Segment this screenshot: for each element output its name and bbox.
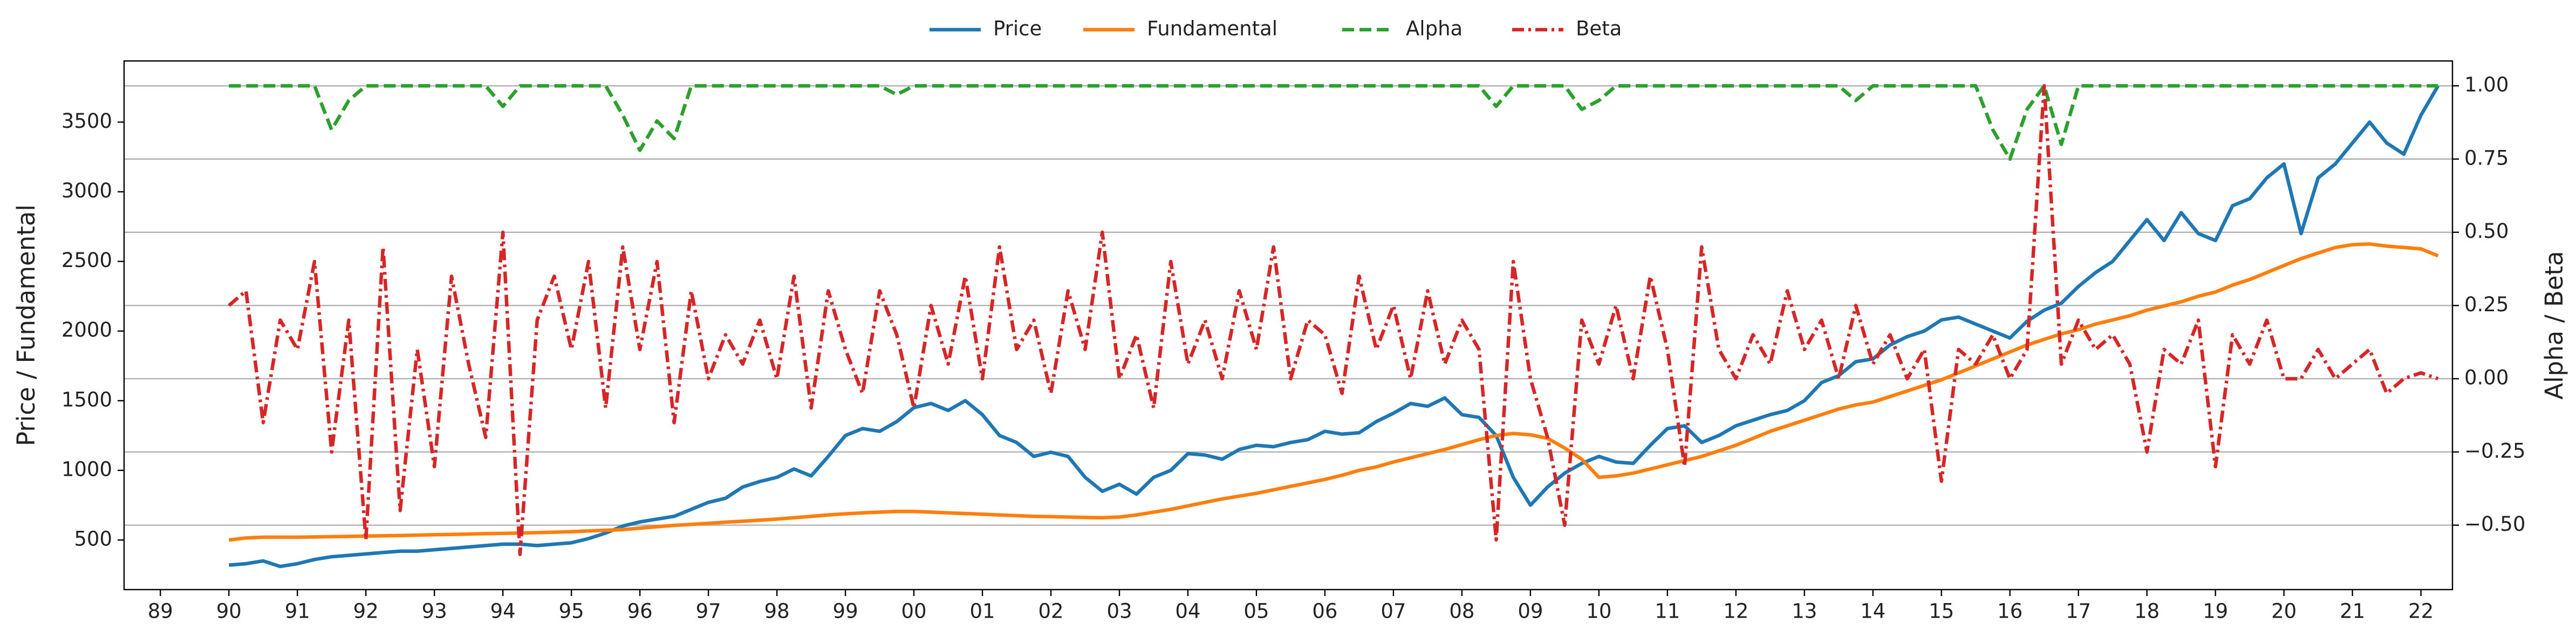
x-tick-label: 97 xyxy=(696,600,721,623)
x-tick-label: 19 xyxy=(2203,600,2228,623)
x-tick-label: 92 xyxy=(353,600,379,623)
x-tick-label: 13 xyxy=(1792,600,1817,623)
y-tick-label: 500 xyxy=(74,528,112,551)
y-tick-label: 1500 xyxy=(62,388,112,411)
y-tick-label: 2000 xyxy=(62,318,112,341)
x-tick-label: 08 xyxy=(1449,600,1474,623)
series-line xyxy=(228,242,2439,542)
series-line xyxy=(228,84,2439,557)
x-tick-label: 12 xyxy=(1723,600,1748,623)
x-tick-label: 05 xyxy=(1243,600,1269,623)
x-tick-label: 07 xyxy=(1381,600,1406,623)
y2-tick-label: 0.25 xyxy=(2464,293,2509,316)
y2-tick-label: 0.50 xyxy=(2464,220,2509,243)
x-tick-label: 17 xyxy=(2066,600,2091,623)
series-line xyxy=(229,85,2440,569)
legend-label: Price xyxy=(993,17,1042,40)
y2-axis-label: Alpha / Beta xyxy=(2540,251,2568,400)
x-tick-label: 96 xyxy=(627,600,653,623)
x-tick-label: 18 xyxy=(2134,600,2160,623)
x-tick-label: 99 xyxy=(833,600,858,623)
y-tick-label: 1000 xyxy=(62,457,112,481)
x-tick-label: 93 xyxy=(422,600,447,623)
y2-tick-label: 0.00 xyxy=(2464,366,2509,389)
y-axis-label: Price / Fundamental xyxy=(12,204,40,446)
legend-label: Beta xyxy=(1576,17,1622,40)
x-tick-label: 09 xyxy=(1518,600,1543,623)
legend-label: Fundamental xyxy=(1147,17,1277,40)
x-tick-label: 94 xyxy=(490,600,516,623)
x-tick-label: 21 xyxy=(2340,600,2365,623)
x-tick-label: 02 xyxy=(1038,600,1063,623)
x-tick-label: 20 xyxy=(2271,600,2297,623)
x-tick-label: 16 xyxy=(1997,600,2022,623)
x-tick-label: 22 xyxy=(2408,600,2434,623)
y2-tick-label: 0.75 xyxy=(2464,146,2509,169)
x-tick-label: 15 xyxy=(1929,600,1954,623)
legend-label: Alpha xyxy=(1406,17,1463,40)
x-tick-label: 00 xyxy=(901,600,927,623)
plot-frame xyxy=(123,60,2454,591)
y2-tick-label: 1.00 xyxy=(2464,73,2509,97)
x-tick-label: 03 xyxy=(1106,600,1132,623)
x-tick-label: 06 xyxy=(1312,600,1337,623)
x-tick-label: 91 xyxy=(285,600,310,623)
y-tick-label: 2500 xyxy=(62,249,112,272)
x-tick-label: 90 xyxy=(216,600,242,623)
x-tick-label: 01 xyxy=(969,600,995,623)
x-tick-label: 98 xyxy=(764,600,790,623)
x-tick-label: 95 xyxy=(559,600,584,623)
x-tick-label: 14 xyxy=(1860,600,1885,623)
x-tick-label: 10 xyxy=(1586,600,1611,623)
y-tick-label: 3500 xyxy=(62,110,112,133)
series-line xyxy=(229,84,2438,161)
x-tick-label: 11 xyxy=(1655,600,1680,623)
x-tick-label: 04 xyxy=(1175,600,1200,623)
y2-tick-label: −0.25 xyxy=(2464,439,2525,462)
x-tick-label: 89 xyxy=(148,600,173,623)
y2-tick-label: −0.50 xyxy=(2464,512,2525,536)
y-tick-label: 3000 xyxy=(62,179,112,202)
